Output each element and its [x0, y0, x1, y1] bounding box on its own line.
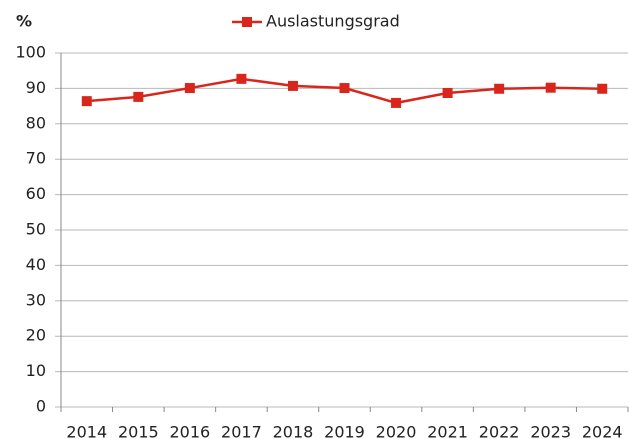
y-tick-label: 80 — [26, 113, 46, 132]
y-tick-label: 30 — [26, 290, 46, 309]
x-tick-label: 2020 — [376, 423, 417, 439]
marker — [391, 97, 402, 108]
x-tick-label: 2022 — [479, 423, 520, 439]
legend-label: Auslastungsgrad — [266, 12, 400, 31]
x-tick-label: 2019 — [324, 423, 365, 439]
y-tick-label: 70 — [26, 149, 46, 168]
x-tick-label: 2024 — [582, 423, 623, 439]
marker — [442, 88, 453, 99]
y-axis-label: % — [16, 12, 32, 31]
marker — [236, 73, 247, 84]
marker — [545, 82, 556, 93]
y-tick-label: 20 — [26, 326, 46, 345]
y-tick-label: 0 — [36, 397, 46, 416]
marker — [494, 83, 505, 94]
y-tick-label: 50 — [26, 220, 46, 239]
x-tick-label: 2018 — [273, 423, 314, 439]
y-tick-label: 90 — [26, 78, 46, 97]
y-tick-label: 10 — [26, 361, 46, 380]
marker — [339, 83, 350, 94]
marker — [81, 96, 92, 107]
y-tick-label: 100 — [15, 43, 46, 62]
marker — [287, 80, 298, 91]
x-tick-label: 2016 — [170, 423, 211, 439]
marker — [184, 83, 195, 94]
y-tick-label: 60 — [26, 184, 46, 203]
x-tick-label: 2014 — [66, 423, 107, 439]
marker — [597, 83, 608, 94]
marker — [133, 91, 144, 102]
legend-marker — [242, 17, 252, 27]
x-tick-label: 2021 — [427, 423, 468, 439]
x-tick-label: 2023 — [530, 423, 571, 439]
y-tick-label: 40 — [26, 255, 46, 274]
x-tick-label: 2017 — [221, 423, 262, 439]
x-tick-label: 2015 — [118, 423, 159, 439]
